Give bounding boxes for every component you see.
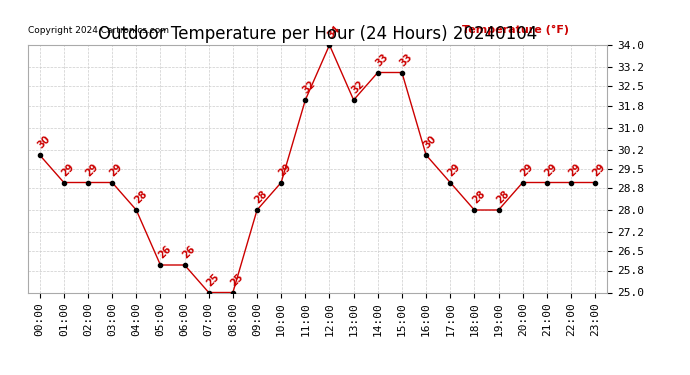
Text: 28: 28: [253, 189, 270, 206]
Text: 33: 33: [397, 52, 415, 68]
Text: 32: 32: [301, 79, 318, 96]
Text: Copyright 2024 Cartronics.com: Copyright 2024 Cartronics.com: [28, 26, 168, 35]
Text: 33: 33: [373, 52, 391, 68]
Text: 28: 28: [494, 189, 511, 206]
Text: 25: 25: [228, 272, 246, 288]
Text: 30: 30: [35, 134, 52, 151]
Text: Temperature (°F): Temperature (°F): [462, 25, 569, 35]
Text: 30: 30: [422, 134, 439, 151]
Text: 29: 29: [566, 162, 584, 178]
Text: 29: 29: [83, 162, 101, 178]
Text: 26: 26: [156, 244, 173, 261]
Text: 32: 32: [349, 79, 366, 96]
Text: 26: 26: [180, 244, 197, 261]
Text: 29: 29: [59, 162, 77, 178]
Text: 28: 28: [470, 189, 487, 206]
Text: 29: 29: [518, 162, 535, 178]
Text: 29: 29: [542, 162, 560, 178]
Text: 28: 28: [132, 189, 149, 206]
Text: 29: 29: [446, 162, 463, 178]
Text: 25: 25: [204, 272, 221, 288]
Text: 29: 29: [591, 162, 608, 178]
Text: 29: 29: [277, 162, 294, 178]
Title: Outdoor Temperature per Hour (24 Hours) 20240104: Outdoor Temperature per Hour (24 Hours) …: [98, 26, 537, 44]
Text: 34: 34: [325, 24, 342, 41]
Text: 29: 29: [108, 162, 125, 178]
